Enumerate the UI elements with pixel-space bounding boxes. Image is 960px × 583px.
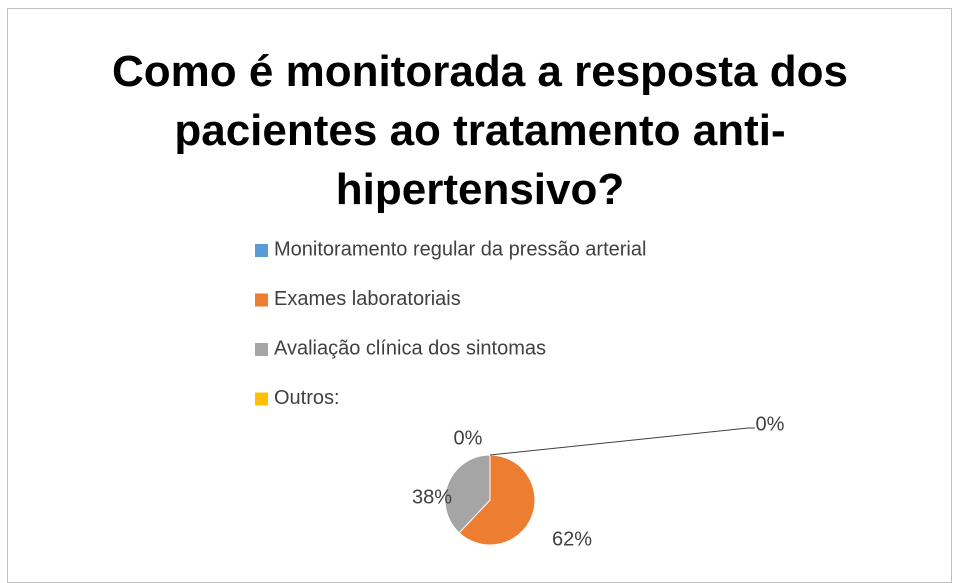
legend-label: Outros:	[274, 387, 340, 409]
chart-title: Como é monitorada a resposta dos pacient…	[112, 47, 848, 214]
pie-slice	[444, 454, 491, 534]
data-label: 38%	[412, 486, 452, 508]
legend-label: Exames laboratoriais	[274, 288, 461, 310]
legend-swatch	[255, 293, 268, 307]
legend-swatch	[255, 244, 268, 257]
legend-swatch	[255, 343, 268, 356]
data-label: 0%	[454, 427, 483, 449]
legend-label: Avaliação clínica dos sintomas	[274, 337, 546, 359]
leader-line	[489, 427, 755, 456]
legend-swatch	[255, 392, 268, 406]
data-label: 0%	[756, 413, 785, 435]
data-label: 62%	[552, 528, 592, 550]
legend-label: Monitoramento regular da pressão arteria…	[274, 238, 646, 260]
pie-slice	[458, 454, 536, 546]
